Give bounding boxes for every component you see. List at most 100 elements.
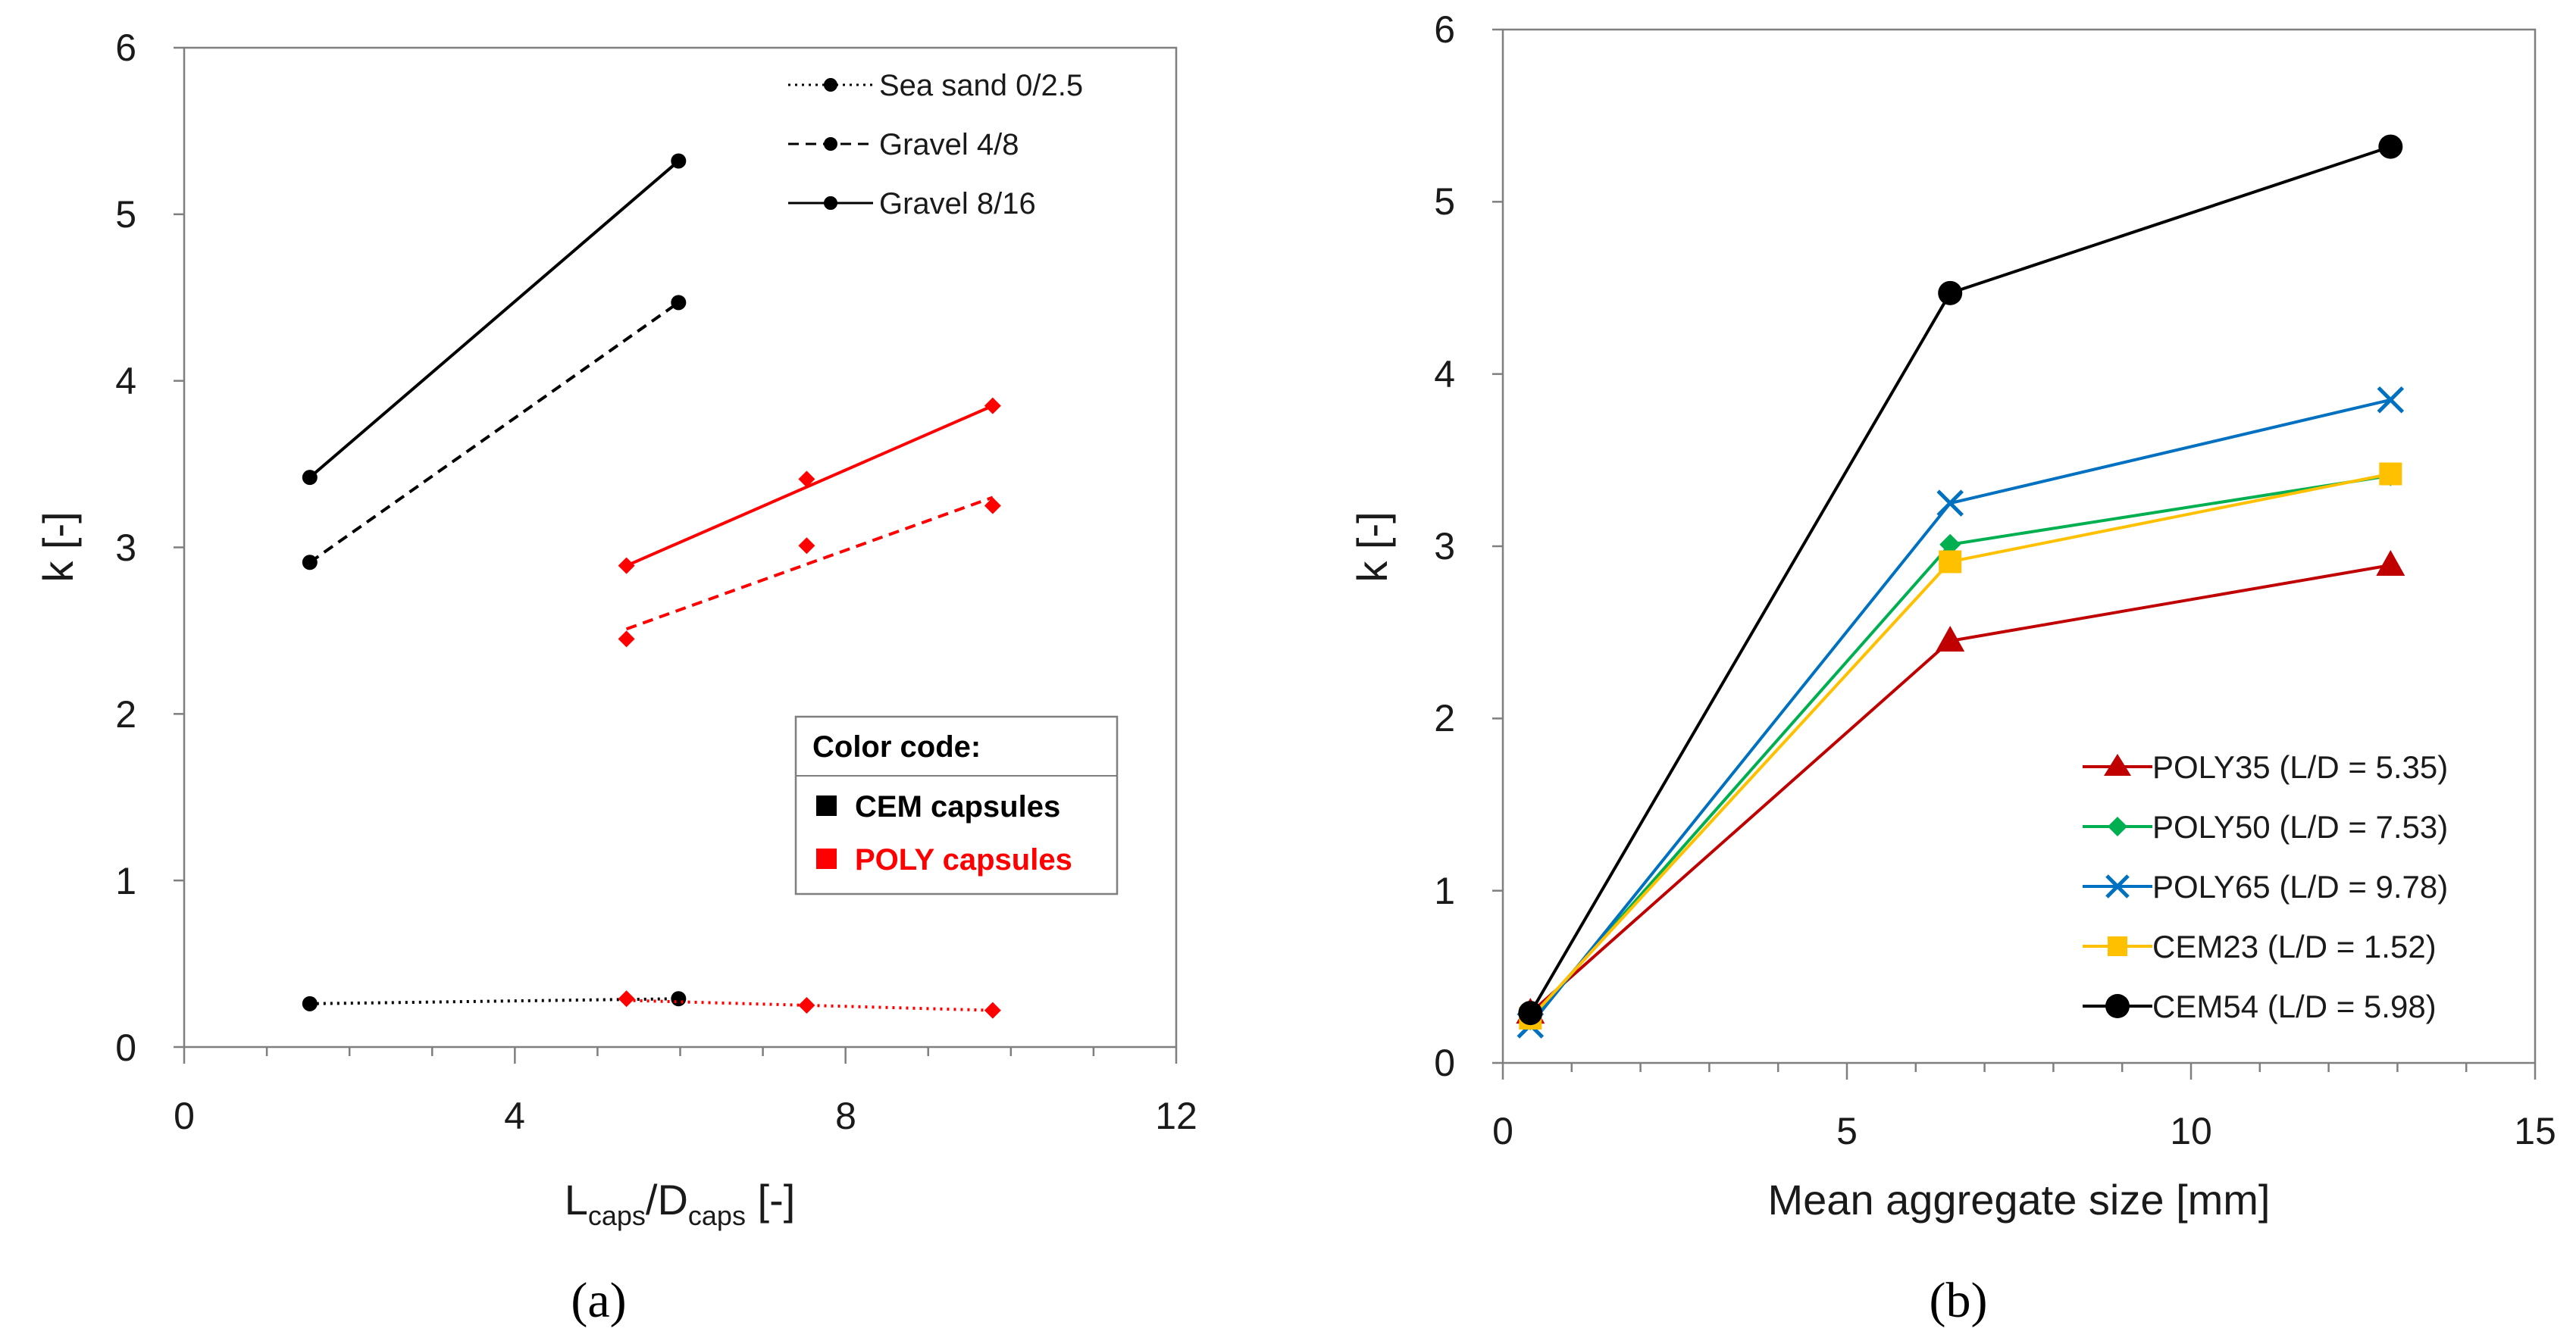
y-tick-label: 5 bbox=[1434, 180, 1455, 223]
x-tick-label: 5 bbox=[1836, 1110, 1858, 1152]
x-tick-label: 4 bbox=[504, 1095, 525, 1137]
y-tick-label: 2 bbox=[1434, 697, 1455, 739]
data-point bbox=[618, 557, 635, 574]
series-poly bbox=[618, 495, 1001, 648]
legend-label: CEM23 (L/D = 1.52) bbox=[2152, 929, 2437, 964]
panel-a-label: (a) bbox=[571, 1273, 626, 1328]
data-point bbox=[2377, 386, 2405, 414]
data-point bbox=[984, 1002, 1001, 1019]
legend-label: Sea sand 0/2.5 bbox=[879, 69, 1083, 102]
data-point bbox=[798, 997, 815, 1014]
chart-a-x-tick-labels: 0 4 8 12 bbox=[174, 1095, 1197, 1137]
cem-swatch bbox=[816, 795, 837, 816]
chart-b-tick-marks bbox=[1492, 28, 2537, 1080]
chart-a: 0 1 2 3 4 5 6 0 4 8 12 Lcaps/Dcaps [-] k… bbox=[34, 27, 1197, 1328]
series-poly bbox=[618, 397, 1001, 574]
data-point bbox=[618, 990, 635, 1008]
legend-entry: Sea sand 0/2.5 bbox=[788, 69, 1083, 102]
x-tick-label: 8 bbox=[835, 1095, 856, 1137]
trend-line bbox=[308, 159, 680, 479]
legend-label: POLY35 (L/D = 5.35) bbox=[2152, 749, 2448, 785]
y-tick-label: 3 bbox=[115, 527, 136, 569]
chart-b-y-tick-labels: 0 1 2 3 4 5 6 bbox=[1434, 8, 1455, 1084]
x-tick-label: 0 bbox=[1492, 1110, 1513, 1152]
chart-b-x-axis-title: Mean aggregate size [mm] bbox=[1768, 1176, 2271, 1224]
data-point bbox=[671, 295, 687, 311]
y-tick-label: 1 bbox=[1434, 870, 1455, 912]
y-tick-label: 3 bbox=[1434, 525, 1455, 567]
y-tick-label: 4 bbox=[1434, 353, 1455, 395]
data-point bbox=[671, 153, 687, 169]
data-point bbox=[671, 991, 687, 1007]
chart-a-tick-marks bbox=[174, 46, 1178, 1064]
x-tick-label: 0 bbox=[174, 1095, 195, 1137]
y-tick-label: 0 bbox=[115, 1027, 136, 1069]
chart-b: 0 1 2 3 4 5 6 0 5 10 15 Mean aggregate s… bbox=[1348, 8, 2556, 1328]
chart-b-plot-area bbox=[1501, 28, 2537, 1064]
color-code-title: Color code: bbox=[812, 730, 981, 764]
data-point bbox=[1939, 550, 1962, 574]
chart-b-legend: POLY35 (L/D = 5.35) POLY50 (L/D = 7.53) … bbox=[2083, 749, 2448, 1024]
series-cem bbox=[302, 295, 687, 570]
legend-entry: POLY50 (L/D = 7.53) bbox=[2083, 809, 2448, 845]
color-code-cem-label: CEM capsules bbox=[855, 790, 1060, 824]
legend-label: POLY50 (L/D = 7.53) bbox=[2152, 809, 2448, 845]
data-point bbox=[798, 470, 815, 488]
y-tick-label: 2 bbox=[115, 693, 136, 736]
panel-b-label: (b) bbox=[1930, 1273, 1988, 1328]
y-tick-label: 5 bbox=[115, 193, 136, 236]
series-cem bbox=[302, 153, 687, 486]
legend-label: Gravel 4/8 bbox=[879, 128, 1019, 161]
data-point bbox=[2376, 550, 2405, 577]
chart-b-x-tick-labels: 0 5 10 15 bbox=[1492, 1110, 2556, 1152]
data-point bbox=[984, 497, 1001, 514]
trend-line bbox=[625, 495, 994, 631]
legend-entry: POLY65 (L/D = 9.78) bbox=[2083, 869, 2448, 905]
x-tick-label: 12 bbox=[1155, 1095, 1197, 1137]
chart-a-color-code: Color code: CEM capsules POLY capsules bbox=[794, 715, 1119, 895]
data-point bbox=[302, 470, 318, 486]
data-point bbox=[1939, 533, 1961, 555]
legend-entry: POLY35 (L/D = 5.35) bbox=[2083, 749, 2448, 785]
legend-entry: Gravel 4/8 bbox=[788, 128, 1019, 161]
chart-a-y-axis-title: k [-] bbox=[34, 511, 82, 582]
trend-line bbox=[625, 404, 994, 567]
chart-a-y-tick-labels: 0 1 2 3 4 5 6 bbox=[115, 27, 136, 1069]
legend-label: Gravel 8/16 bbox=[879, 187, 1036, 220]
legend-label: CEM54 (L/D = 5.98) bbox=[2152, 989, 2437, 1024]
poly-swatch bbox=[816, 849, 837, 869]
y-tick-label: 6 bbox=[1434, 8, 1455, 51]
data-point bbox=[302, 555, 318, 570]
chart-b-y-axis-title: k [-] bbox=[1348, 511, 1396, 582]
legend-entry: CEM23 (L/D = 1.52) bbox=[2083, 929, 2437, 964]
data-point bbox=[798, 537, 815, 555]
y-tick-label: 1 bbox=[115, 860, 136, 902]
data-point bbox=[984, 397, 1001, 414]
legend-entry: CEM54 (L/D = 5.98) bbox=[2083, 989, 2437, 1024]
trend-line bbox=[308, 301, 680, 564]
legend-entry: Gravel 8/16 bbox=[788, 187, 1036, 220]
data-point bbox=[618, 630, 635, 648]
data-point bbox=[2378, 134, 2403, 159]
x-tick-label: 15 bbox=[2514, 1110, 2556, 1152]
data-point bbox=[1936, 626, 1965, 652]
chart-b-data bbox=[1516, 134, 2405, 1039]
x-tick-label: 10 bbox=[2170, 1110, 2212, 1152]
y-tick-label: 6 bbox=[115, 27, 136, 69]
chart-a-x-axis-title: Lcaps/Dcaps [-] bbox=[565, 1176, 796, 1231]
data-point bbox=[2379, 462, 2402, 486]
y-tick-label: 0 bbox=[1434, 1042, 1455, 1084]
y-tick-label: 4 bbox=[115, 360, 136, 402]
data-point bbox=[1518, 1001, 1543, 1026]
trend-line bbox=[309, 997, 679, 1005]
data-point bbox=[1938, 280, 1963, 305]
data-point bbox=[302, 995, 318, 1011]
chart-a-data bbox=[302, 153, 1001, 1019]
series-poly bbox=[618, 990, 1001, 1019]
data-point bbox=[1936, 489, 1964, 517]
legend-label: POLY65 (L/D = 9.78) bbox=[2152, 869, 2448, 905]
series-cem54 bbox=[1518, 134, 2403, 1026]
chart-a-legend: Sea sand 0/2.5 Gravel 4/8 Gravel 8/16 bbox=[788, 69, 1083, 220]
color-code-poly-label: POLY capsules bbox=[855, 843, 1072, 877]
